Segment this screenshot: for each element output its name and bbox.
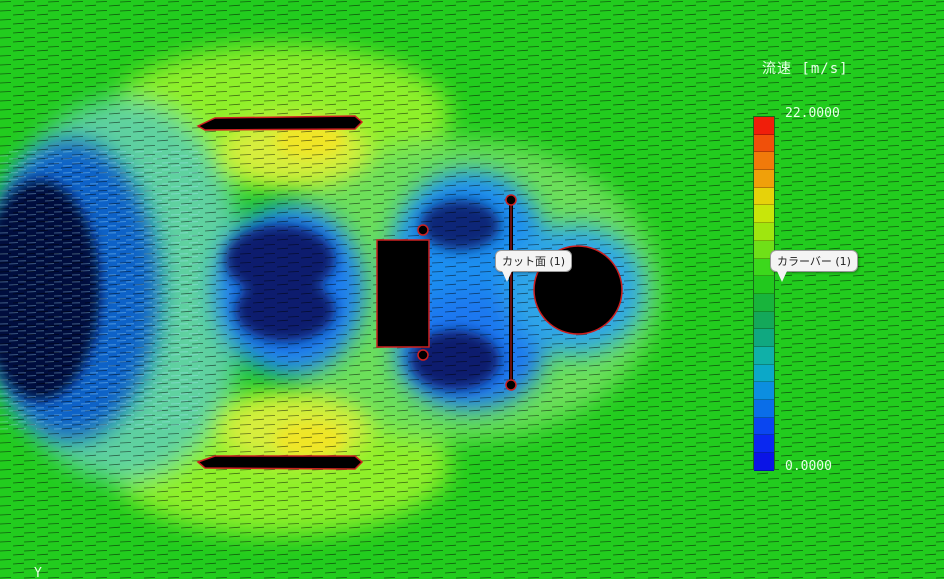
cut-plane-callout[interactable]: カット面 (1) (495, 250, 573, 282)
color-bar[interactable] (753, 116, 775, 471)
color-bar-step (754, 223, 774, 241)
upper-pin (417, 224, 429, 236)
color-bar-step (754, 293, 774, 312)
color-bar-step (754, 187, 774, 206)
legend-max-label: 22.0000 (785, 106, 840, 121)
colorbar-callout[interactable]: カラーバー (1) (770, 250, 858, 282)
color-bar-step (754, 258, 774, 277)
color-bar-step (754, 364, 774, 383)
y-axis-indicator: Y (34, 566, 42, 579)
color-bar-step (754, 400, 774, 418)
color-bar-step (754, 311, 774, 330)
wake-streamlines (0, 150, 200, 430)
legend-title: 流速 [m/s] (762, 61, 849, 77)
color-bar-step (754, 276, 774, 294)
color-bar-step (754, 453, 774, 471)
color-bar-step (754, 117, 774, 135)
color-bar-step (754, 170, 774, 188)
rectangular-block (376, 239, 430, 348)
color-bar-step (754, 382, 774, 400)
color-bar-step (754, 152, 774, 171)
color-bar-step (754, 417, 774, 436)
color-bar-step (754, 435, 774, 454)
lower-wing (196, 455, 364, 470)
lower-pin (417, 349, 429, 361)
color-bar-step (754, 134, 774, 153)
color-bar-step (754, 346, 774, 365)
legend-min-label: 0.0000 (785, 459, 832, 474)
color-bar-step (754, 240, 774, 259)
upper-wing (196, 115, 364, 131)
color-bar-step (754, 329, 774, 347)
color-bar-step (754, 205, 774, 224)
